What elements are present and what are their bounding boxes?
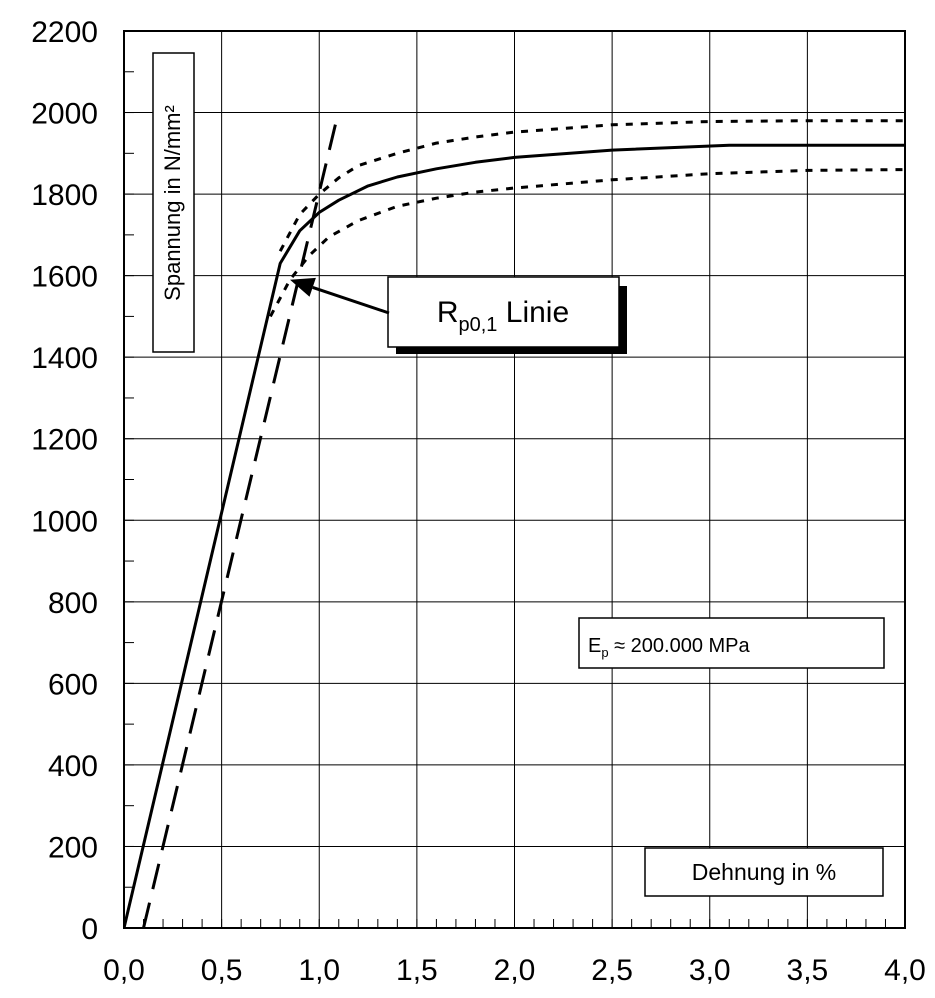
y-tick-label: 800 [48,587,98,620]
x-tick-label: 4,0 [884,954,926,987]
y-tick-label: 400 [48,750,98,783]
x-tick-label: 3,0 [689,954,731,987]
modulus-annotation: Ep ≈ 200.000 MPa [578,617,885,669]
x-tick-label: 2,0 [494,954,536,987]
modulus-box [578,617,885,669]
x-tick-label: 1,5 [396,954,438,987]
rp-annotation: Rp0,1 Linie [290,276,627,354]
x-tick-label: 0,0 [103,954,145,987]
y-tick-label: 600 [48,668,98,701]
y-tick-label: 2200 [31,16,98,49]
xlabel: Dehnung in % [692,859,837,885]
rp-arrow-line [312,285,390,315]
y-tick-label: 1200 [31,424,98,457]
y-tick-label: 1400 [31,342,98,375]
y-tick-label: 1000 [31,505,98,538]
y-tick-label: 1600 [31,261,98,294]
y-tick-label: 1800 [31,179,98,212]
rp-arrow-head [290,277,316,297]
series-line-dotted-2 [269,168,905,318]
x-tick-label: 1,0 [298,954,340,987]
minor-ticks [123,30,906,929]
y-tick-label: 2000 [31,98,98,131]
xlabel-box: Dehnung in % [644,847,884,897]
series-layer [124,118,905,928]
rp-label: Rp0,1 Linie [437,296,569,336]
y-tick-label: 200 [48,831,98,864]
plot-frame [123,30,906,929]
grid [124,31,905,928]
x-tick-label: 3,5 [787,954,829,987]
modulus-label: Ep ≈ 200.000 MPa [588,635,751,660]
y-tick-labels: 0 200 400 600 800 1000 1200 1400 1600 1800 2000 220… [31,16,98,946]
x-tick-label: 0,5 [201,954,243,987]
x-tick-label: 2,5 [591,954,633,987]
series-line-solid-0 [124,143,905,928]
ylabel: Spannung in N/mm² [160,105,185,301]
y-tick-label: 0 [81,913,98,946]
series-line-dashed-3 [142,118,339,928]
x-tick-labels: 0,0 0,5 1,0 1,5 2,0 2,5 3,0 3,5 4,0 [103,954,926,987]
ylabel-box: Spannung in N/mm² [152,52,195,353]
series-line-dotted-1 [278,119,905,252]
